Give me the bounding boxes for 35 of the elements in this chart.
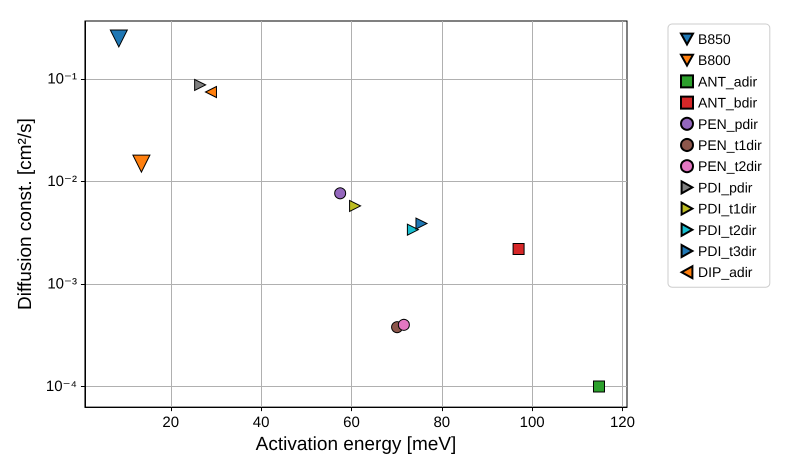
legend-label: PEN_t2dir — [698, 158, 762, 174]
y-tick-label: 10⁻³ — [47, 276, 77, 293]
legend-label: B850 — [698, 31, 731, 47]
x-tick-label: 80 — [433, 414, 450, 432]
legend-label: PEN_pdir — [698, 116, 758, 132]
x-tick-label: 120 — [610, 414, 635, 432]
point — [349, 200, 362, 212]
point — [398, 318, 410, 331]
point — [415, 218, 428, 230]
x-axis-title: Activation energy [meV] — [256, 434, 456, 455]
y-tick-label: 10⁻² — [47, 173, 77, 190]
legend-label: PDI_t2dir — [698, 222, 757, 238]
point — [512, 243, 525, 256]
point — [592, 380, 605, 393]
legend-label: B800 — [698, 52, 731, 68]
legend-label: ANT_bdir — [698, 94, 758, 111]
legend-label: DIP_adir — [698, 264, 753, 280]
y-axis-title: Diffusion const. [cm²/s] — [15, 118, 36, 310]
point — [110, 29, 128, 48]
legend-label: PDI_t1dir — [698, 200, 757, 217]
legend-label: ANT_adir — [698, 73, 758, 90]
point — [334, 187, 346, 200]
legend-label: PDI_pdir — [698, 179, 753, 196]
point — [132, 154, 150, 173]
point — [194, 78, 206, 91]
point — [204, 86, 217, 98]
x-tick-label: 60 — [343, 414, 360, 432]
x-tick-label: 20 — [162, 414, 180, 432]
y-tick-label: 10⁻¹ — [47, 70, 77, 88]
x-tick-label: 100 — [520, 414, 545, 432]
legend-label: PEN_t1dir — [698, 137, 762, 153]
y-tick-label: 10⁻⁴ — [46, 378, 77, 396]
x-tick-label: 40 — [252, 414, 270, 432]
legend-label: PDI_t3dir — [698, 243, 757, 259]
point — [406, 224, 419, 236]
